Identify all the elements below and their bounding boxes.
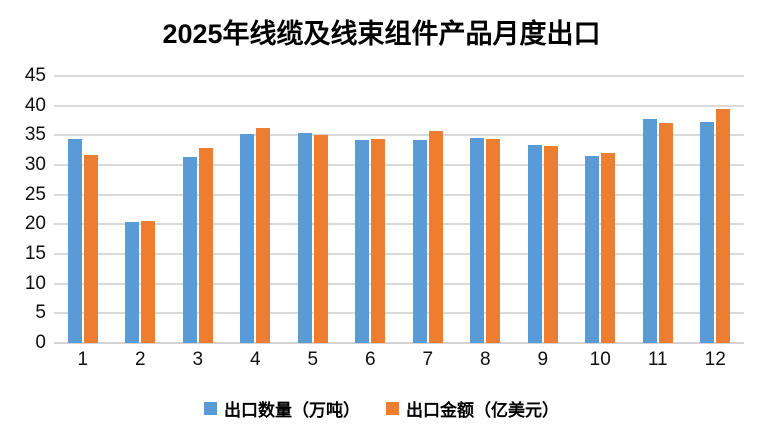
x-tick-label-11: 11 <box>647 349 668 370</box>
legend-item-series1: 出口数量（万吨） <box>204 396 360 421</box>
legend: 出口数量（万吨） 出口金额（亿美元） <box>0 396 763 421</box>
y-tick-label-20: 20 <box>24 213 46 235</box>
y-tick-label-30: 30 <box>24 154 46 175</box>
x-tick-label-7: 7 <box>422 349 434 370</box>
bar-series1-month-6 <box>355 140 370 343</box>
x-tick-label-10: 10 <box>589 349 611 370</box>
bar-series2-month-1 <box>83 154 98 343</box>
bar-series2-month-11 <box>658 123 673 343</box>
bar-group-month-5 <box>284 76 342 343</box>
bar-series1-month-9 <box>527 144 542 343</box>
bar-groups <box>54 76 744 343</box>
y-tick-label-40: 40 <box>24 94 46 116</box>
gridline-45 <box>54 75 744 77</box>
bar-series2-month-4 <box>256 128 271 343</box>
legend-swatch-icon <box>204 402 217 415</box>
bar-group-month-9 <box>514 76 572 343</box>
bar-series2-month-3 <box>198 148 213 343</box>
y-tick-label-45: 45 <box>24 65 46 86</box>
bar-series1-month-10 <box>585 156 600 343</box>
plot-area <box>54 75 744 344</box>
gridline-5 <box>54 312 744 315</box>
x-tick-label-2: 2 <box>134 349 146 370</box>
bar-group-month-7 <box>399 76 457 343</box>
gridline-25 <box>54 193 744 196</box>
bar-series2-month-7 <box>428 131 443 343</box>
gridline-40 <box>54 104 744 107</box>
bar-series2-month-8 <box>486 138 501 343</box>
x-tick-label-5: 5 <box>307 349 319 370</box>
gridline-35 <box>54 134 744 137</box>
x-tick-label-6: 6 <box>364 349 376 370</box>
x-tick-label-4: 4 <box>249 349 261 370</box>
bar-series2-month-12 <box>716 108 731 343</box>
bar-series1-month-3 <box>182 156 197 343</box>
bar-group-month-12 <box>687 76 745 343</box>
x-tick-label-1: 1 <box>77 349 89 370</box>
bar-group-month-2 <box>112 76 170 343</box>
bar-series1-month-4 <box>240 133 255 343</box>
y-tick-label-15: 15 <box>24 243 46 264</box>
x-tick-label-3: 3 <box>192 349 204 370</box>
gridline-15 <box>54 253 744 255</box>
bar-series1-month-7 <box>412 139 427 343</box>
bar-series2-month-6 <box>371 138 386 343</box>
legend-item-series2: 出口金额（亿美元） <box>386 396 559 421</box>
bar-series2-month-9 <box>543 146 558 343</box>
bar-series1-month-5 <box>297 132 312 343</box>
x-tick-label-9: 9 <box>537 349 549 370</box>
bar-group-month-1 <box>54 76 112 343</box>
y-tick-label-0: 0 <box>35 332 46 353</box>
bar-group-month-10 <box>572 76 630 343</box>
gridline-30 <box>54 164 744 166</box>
y-tick-label-5: 5 <box>35 302 46 324</box>
bar-series2-month-2 <box>141 220 156 343</box>
gridline-0 <box>54 342 744 344</box>
chart-title: 2025年线缆及线束组件产品月度出口 <box>162 19 601 49</box>
bar-group-month-4 <box>227 76 285 343</box>
bar-group-month-3 <box>169 76 227 343</box>
gridline-10 <box>54 282 744 285</box>
bar-series2-month-10 <box>601 153 616 343</box>
legend-swatch-icon <box>386 402 399 415</box>
y-tick-label-35: 35 <box>24 124 46 146</box>
y-tick-label-25: 25 <box>24 183 46 205</box>
bar-series1-month-1 <box>67 138 82 343</box>
x-tick-label-12: 12 <box>704 349 726 370</box>
bar-series1-month-11 <box>642 118 657 343</box>
gridline-20 <box>54 223 744 226</box>
x-tick-label-8: 8 <box>479 349 491 370</box>
bar-series2-month-5 <box>313 134 328 343</box>
bar-group-month-11 <box>629 76 687 343</box>
y-axis: 0 5 10 15 20 25 30 35 40 45 <box>0 66 46 353</box>
bar-series1-month-8 <box>470 137 485 343</box>
bar-series1-month-12 <box>700 121 715 343</box>
bar-group-month-8 <box>457 76 515 343</box>
y-tick-label-10: 10 <box>24 272 46 294</box>
legend-label: 出口数量（万吨） <box>224 401 360 420</box>
legend-label: 出口金额（亿美元） <box>406 401 559 420</box>
bar-group-month-6 <box>342 76 400 343</box>
x-axis: 1 2 3 4 5 6 7 8 9 10 11 12 <box>54 349 744 371</box>
bar-series1-month-2 <box>125 221 140 343</box>
